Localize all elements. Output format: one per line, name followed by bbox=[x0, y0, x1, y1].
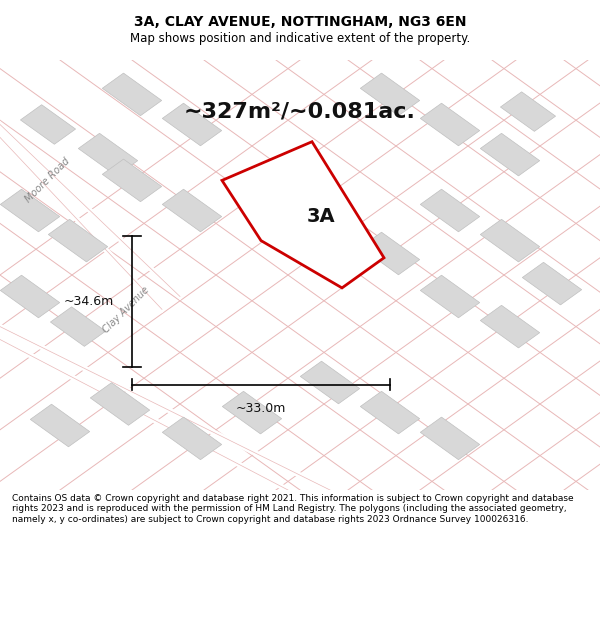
Polygon shape bbox=[20, 105, 76, 144]
Text: ~34.6m: ~34.6m bbox=[64, 296, 114, 308]
Text: Contains OS data © Crown copyright and database right 2021. This information is : Contains OS data © Crown copyright and d… bbox=[12, 494, 574, 524]
Polygon shape bbox=[103, 159, 161, 202]
Polygon shape bbox=[163, 417, 221, 459]
Polygon shape bbox=[500, 92, 556, 131]
Polygon shape bbox=[79, 133, 137, 176]
Polygon shape bbox=[361, 391, 419, 434]
Polygon shape bbox=[301, 361, 359, 404]
Polygon shape bbox=[361, 232, 419, 275]
Text: 3A: 3A bbox=[307, 208, 335, 226]
Text: 3A, CLAY AVENUE, NOTTINGHAM, NG3 6EN: 3A, CLAY AVENUE, NOTTINGHAM, NG3 6EN bbox=[134, 15, 466, 29]
Polygon shape bbox=[421, 103, 479, 146]
Polygon shape bbox=[163, 103, 221, 146]
Polygon shape bbox=[49, 219, 107, 262]
Text: ~33.0m: ~33.0m bbox=[236, 402, 286, 415]
Polygon shape bbox=[91, 382, 149, 425]
Polygon shape bbox=[421, 417, 479, 459]
Polygon shape bbox=[103, 73, 161, 116]
Polygon shape bbox=[481, 219, 539, 262]
Text: ~327m²/~0.081ac.: ~327m²/~0.081ac. bbox=[184, 102, 416, 122]
Polygon shape bbox=[361, 73, 419, 116]
Text: Clay Avenue: Clay Avenue bbox=[101, 284, 151, 334]
Polygon shape bbox=[223, 391, 281, 434]
Polygon shape bbox=[421, 275, 479, 318]
Polygon shape bbox=[481, 306, 539, 348]
Polygon shape bbox=[523, 262, 581, 305]
Polygon shape bbox=[1, 275, 59, 318]
Text: Map shows position and indicative extent of the property.: Map shows position and indicative extent… bbox=[130, 32, 470, 45]
Polygon shape bbox=[31, 404, 89, 447]
Polygon shape bbox=[50, 307, 106, 346]
Polygon shape bbox=[222, 142, 384, 288]
Text: Moore Road: Moore Road bbox=[24, 156, 72, 204]
Polygon shape bbox=[421, 189, 479, 232]
Polygon shape bbox=[1, 189, 59, 232]
Polygon shape bbox=[481, 133, 539, 176]
Polygon shape bbox=[163, 189, 221, 232]
Polygon shape bbox=[271, 159, 329, 202]
